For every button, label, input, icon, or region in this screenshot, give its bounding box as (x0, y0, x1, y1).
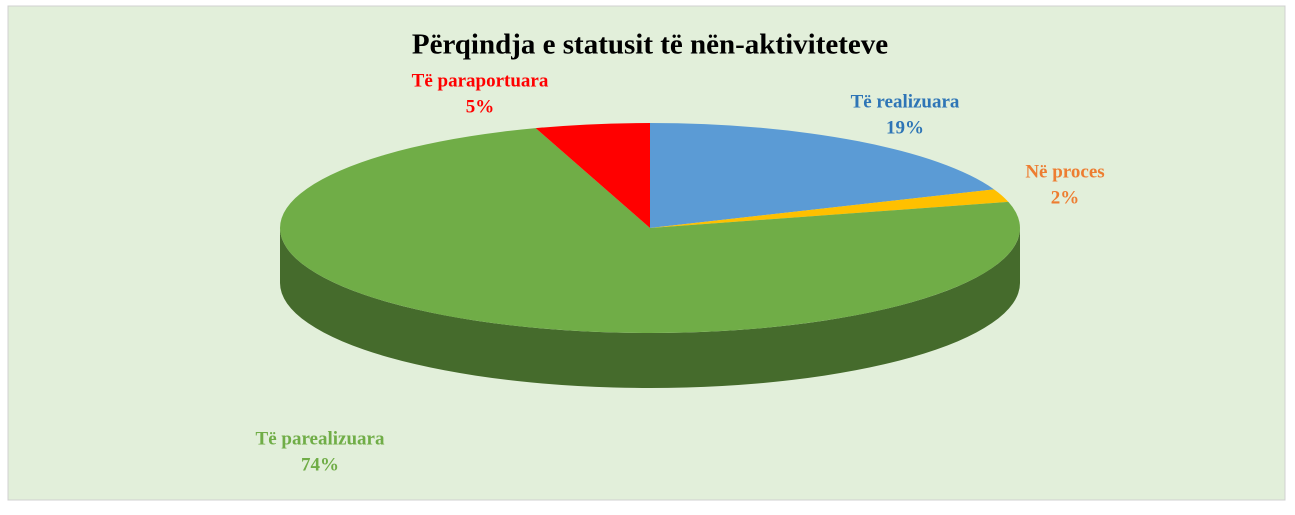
pie-slice (650, 189, 1009, 228)
data-label-category: Të realizuara (851, 91, 960, 112)
data-label-value: 2% (1051, 187, 1080, 208)
data-label-category: Në proces (1025, 161, 1104, 182)
data-label-value: 74% (301, 454, 339, 475)
data-label-category: Të parealizuara (256, 428, 385, 449)
pie-slice (535, 123, 650, 228)
data-label-category: Të paraportuara (412, 70, 549, 91)
pie-slice (650, 123, 995, 228)
pie-slice-side (280, 228, 1020, 388)
data-label-value: 19% (886, 117, 924, 138)
chart-title: Përqindja e statusit të nën-aktiviteteve (412, 29, 888, 61)
pie-slice (280, 128, 1020, 333)
data-label-value: 5% (466, 96, 495, 117)
